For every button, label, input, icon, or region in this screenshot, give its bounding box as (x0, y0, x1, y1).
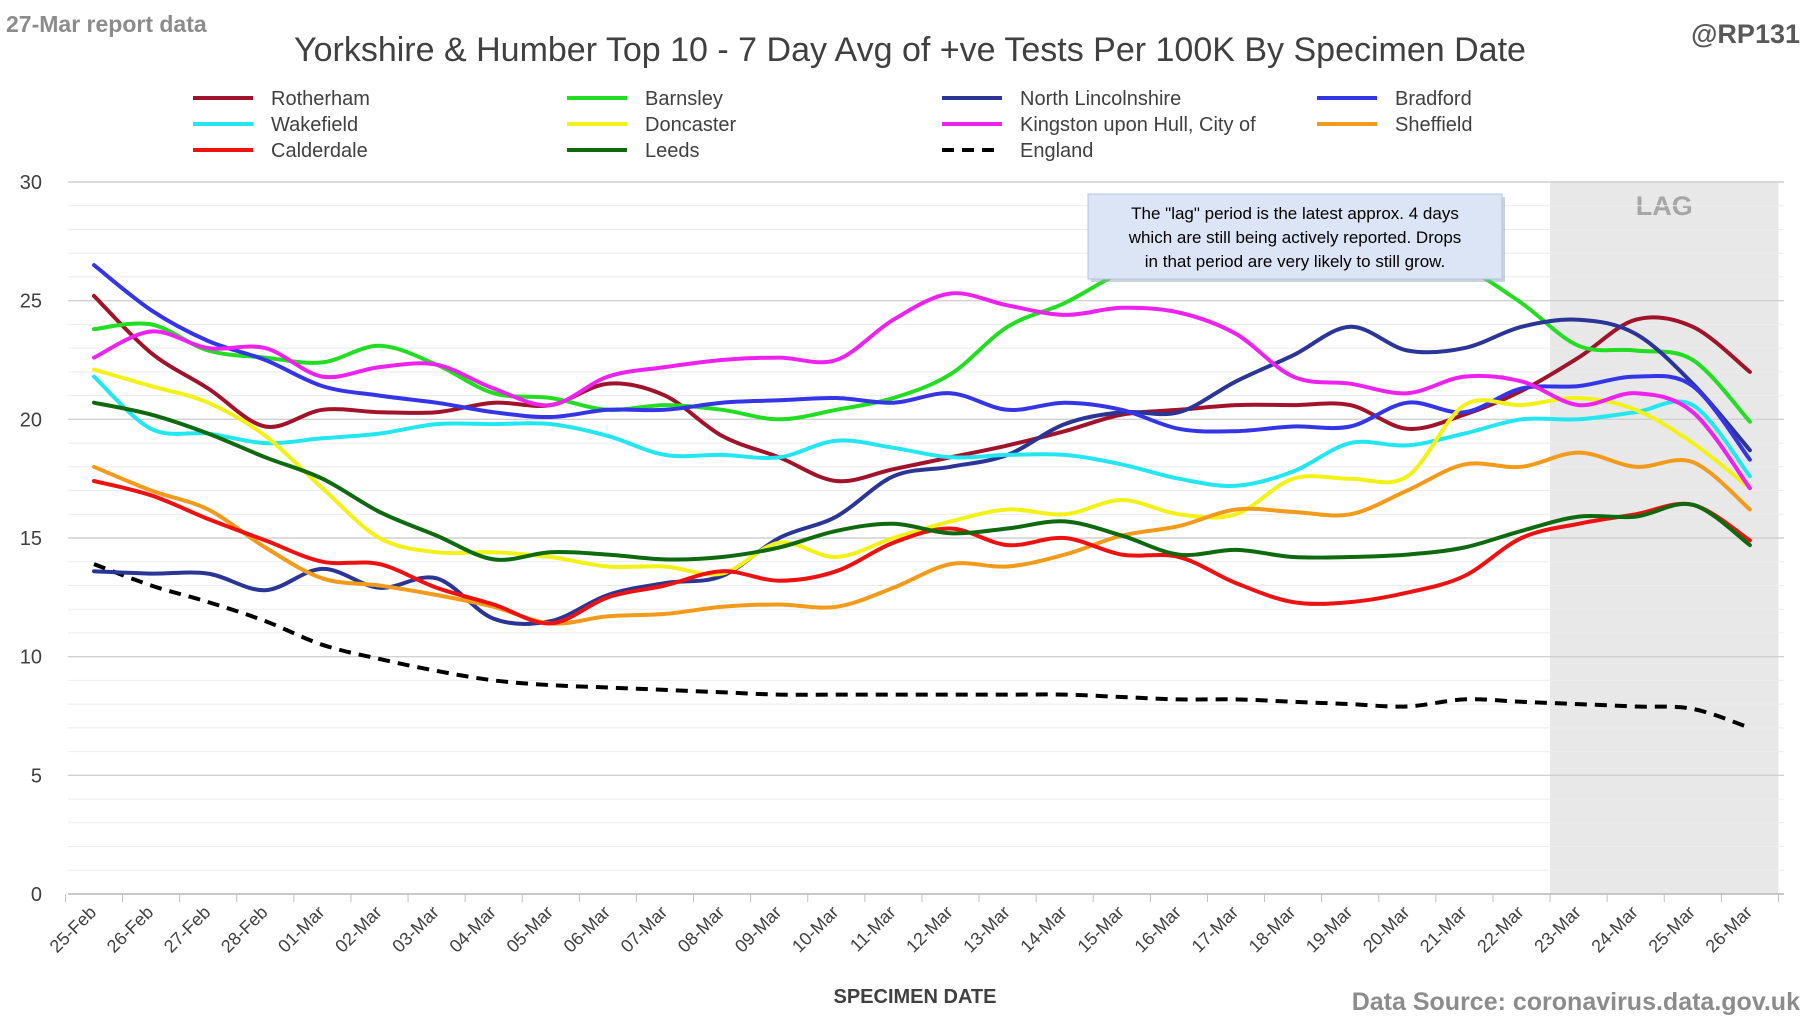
legend-label: Wakefield (271, 114, 358, 136)
x-tick-label: 26-Mar (1702, 902, 1756, 956)
series-line-england (93, 562, 1751, 730)
x-tick-label: 27-Feb (160, 902, 214, 956)
series-line-leeds (92, 400, 1752, 562)
series-line-kingston-upon-hull-city-of (92, 291, 1752, 491)
legend-label: England (1020, 140, 1093, 162)
series-line-wakefield (92, 374, 1752, 488)
x-tick-label: 04-Mar (445, 902, 499, 956)
x-tick-label: 18-Mar (1245, 902, 1299, 956)
author-handle: @RP131 (1691, 19, 1800, 49)
legend-item-bradford: Bradford (1317, 88, 1472, 110)
legend-label: Leeds (645, 140, 700, 162)
legend-label: Sheffield (1395, 114, 1472, 136)
x-tick-label: 06-Mar (560, 902, 614, 956)
x-tick-label: 07-Mar (617, 902, 671, 956)
y-tick-label: 15 (20, 528, 42, 550)
x-tick-label: 03-Mar (388, 902, 442, 956)
x-tick-label: 12-Mar (902, 902, 956, 956)
legend-label: Bradford (1395, 88, 1472, 110)
series-line-sheffield (92, 450, 1752, 626)
x-tick-label: 11-Mar (846, 902, 900, 956)
series-line-bradford (92, 263, 1752, 462)
legend-item-calderdale: Calderdale (193, 140, 368, 162)
x-tick-label: 28-Feb (217, 902, 271, 956)
x-tick-label: 02-Mar (331, 902, 385, 956)
y-tick-label: 5 (31, 765, 42, 787)
series-line-north-lincolnshire (92, 317, 1752, 627)
x-tick-label: 22-Mar (1473, 902, 1527, 956)
legend-item-doncaster: Doncaster (567, 114, 736, 136)
legend-label: Calderdale (271, 140, 368, 162)
legend-label: Doncaster (645, 114, 736, 136)
y-tick-label: 10 (20, 647, 42, 669)
x-tick-label: 14-Mar (1016, 902, 1070, 956)
legend-item-rotherham: Rotherham (193, 88, 370, 110)
x-tick-label: 09-Mar (731, 902, 785, 956)
x-tick-label: 08-Mar (674, 902, 728, 956)
lag-note-box (1087, 193, 1503, 280)
chart-title: Yorkshire & Humber Top 10 - 7 Day Avg of… (294, 31, 1526, 69)
x-axis-title: SPECIMEN DATE (834, 986, 997, 1008)
x-tick-label: 05-Mar (503, 902, 557, 956)
y-tick-label: 0 (31, 884, 42, 906)
axes: 0 5 10 15 20 25 30 25-Feb 26-Feb 27-Feb 28-Feb 01-M… (20, 172, 1784, 957)
x-tick-label: 23-Mar (1530, 902, 1584, 956)
x-tick-label: 25-Feb (46, 902, 100, 956)
x-tick-label: 10-Mar (788, 902, 842, 956)
legend-item-barnsley: Barnsley (567, 88, 723, 110)
legend-label: Kingston upon Hull, City of (1020, 114, 1256, 136)
x-tick-label: 17-Mar (1188, 902, 1242, 956)
legend-label: Barnsley (645, 88, 723, 110)
x-tick-label: 21-Mar (1416, 902, 1470, 956)
x-tick-label: 20-Mar (1359, 902, 1413, 956)
legend-label: Rotherham (271, 88, 370, 110)
x-tick-label: 26-Feb (103, 902, 157, 956)
legend-item-north-lincolnshire: North Lincolnshire (942, 88, 1181, 110)
x-tick-label: 25-Mar (1645, 902, 1699, 956)
lag-note-text: The "lag" period is the latest approx. 4… (1128, 204, 1462, 271)
x-tick-label: 16-Mar (1131, 902, 1185, 956)
series-line-calderdale (92, 479, 1752, 626)
legend-item-leeds: Leeds (567, 140, 700, 162)
legend-item-wakefield: Wakefield (193, 114, 358, 136)
legend-item-kingston-upon-hull-city-of: Kingston upon Hull, City of (942, 114, 1256, 136)
x-tick-label: 24-Mar (1587, 902, 1641, 956)
y-tick-label: 20 (20, 409, 42, 431)
legend: Rotherham Barnsley North Lincolnshire Bradf… (193, 88, 1472, 162)
legend-label: North Lincolnshire (1020, 88, 1181, 110)
report-note: 27-Mar report data (6, 11, 207, 37)
y-tick-label: 30 (20, 172, 42, 194)
x-tick-label: 01-Mar (274, 902, 328, 956)
y-tick-label: 25 (20, 291, 42, 313)
legend-item-england: England (942, 140, 1093, 162)
x-tick-label: 19-Mar (1302, 902, 1356, 956)
series-lines (92, 241, 1752, 730)
legend-item-sheffield: Sheffield (1317, 114, 1472, 136)
x-tick-label: 15-Mar (1074, 902, 1128, 956)
data-source: Data Source: coronavirus.data.gov.uk (1352, 988, 1800, 1016)
x-tick-label: 13-Mar (959, 902, 1013, 956)
